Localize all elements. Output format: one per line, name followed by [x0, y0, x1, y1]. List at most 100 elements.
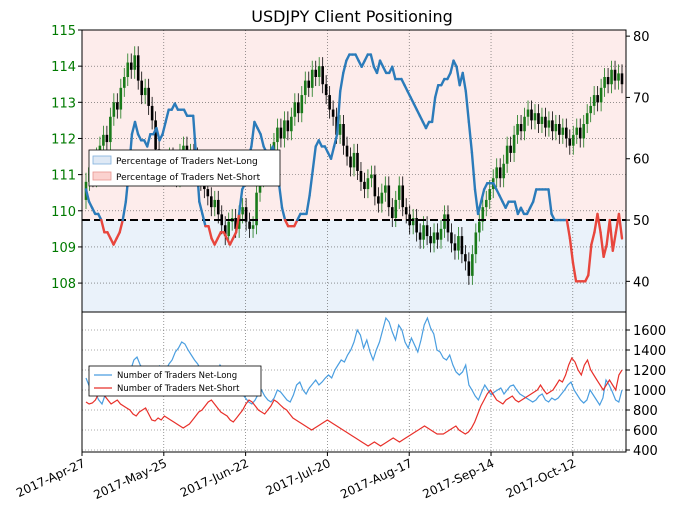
percent-tick-label: 70 [633, 91, 650, 106]
candle-body [474, 232, 478, 255]
candle-body [227, 221, 231, 237]
candle-body [571, 134, 575, 146]
candle-body [397, 185, 401, 200]
percent-net-long-series [84, 53, 624, 283]
date-tick-label: 2017-Aug-17 [338, 456, 414, 502]
pct-line-segment [277, 182, 284, 209]
candle-body [540, 116, 544, 124]
pct-line-segment [391, 65, 397, 81]
pct-line-segment [568, 237, 575, 265]
count-tick-label: 1000 [633, 384, 666, 399]
price-tick-label: 113 [51, 96, 76, 111]
pct-line-segment [476, 200, 483, 216]
candle-body [255, 192, 258, 226]
candle-body [119, 87, 123, 110]
net-long-swatch [92, 155, 112, 165]
candle-body [248, 221, 251, 229]
candle-body [547, 120, 551, 128]
candle-body [387, 185, 391, 208]
candle-body [279, 127, 283, 139]
candle-body [613, 69, 617, 81]
pct-line-segment [449, 59, 455, 75]
pct-line-segment [280, 206, 287, 222]
candle-body [241, 207, 244, 215]
candle-body [526, 109, 530, 117]
candle-body [209, 196, 213, 208]
candle-body [244, 207, 248, 222]
percent-tick-label: 80 [633, 30, 650, 45]
candle-body [283, 120, 286, 139]
pct-line-segment [467, 120, 474, 154]
candle-body [133, 55, 137, 70]
candle-body [592, 95, 596, 106]
candle-body [147, 87, 150, 106]
candle-body [314, 69, 318, 77]
pct-line-segment [84, 188, 91, 203]
pct-line-segment [473, 188, 480, 216]
pct-line-segment [587, 243, 593, 277]
candle-body [321, 66, 324, 85]
pct-line-segment [513, 200, 520, 216]
candle-body [512, 134, 516, 153]
candle-body [589, 105, 592, 114]
candle-body [359, 171, 363, 182]
candle-body [251, 225, 255, 229]
pct-line-segment [375, 59, 382, 75]
candle-body [297, 102, 300, 114]
candle-body [460, 236, 464, 255]
candle-body [370, 174, 373, 179]
pct-line-segment [121, 200, 128, 222]
candle-body [411, 218, 415, 226]
candle-body [401, 185, 405, 208]
pct-line-segment [164, 108, 170, 124]
candle-body [390, 207, 394, 218]
candle-body [432, 232, 436, 244]
candle-body [578, 127, 582, 139]
count-tick-label: 400 [633, 444, 658, 459]
candle-body [373, 174, 377, 197]
candle-body [477, 221, 481, 233]
candle-body [617, 73, 620, 81]
candle-body [122, 77, 126, 88]
price-tick-label: 112 [51, 132, 76, 147]
pct-line-segment [461, 71, 467, 93]
candle-body [488, 189, 492, 200]
count-tick-label: 800 [633, 404, 658, 419]
count-tick-label: 1600 [633, 324, 666, 339]
count-tick-label: 1400 [633, 344, 666, 359]
candle-body [286, 120, 290, 132]
candle-body [112, 102, 116, 117]
candle-body [338, 124, 342, 135]
candle-body [502, 163, 505, 179]
candle-body [136, 55, 140, 81]
count-axis-right: 400 600 800 1000 1200 1400 1600 [626, 324, 666, 459]
candle-body [290, 116, 293, 132]
candle-body [599, 87, 603, 103]
pct-line-segment [596, 212, 602, 234]
percent-tick-label: 40 [633, 275, 650, 290]
percent-tick-label: 60 [633, 153, 650, 168]
candle-body [352, 152, 356, 168]
date-tick-label: 2017-Jun-22 [178, 456, 251, 500]
pct-line-segment [133, 120, 140, 136]
candle-body [105, 134, 109, 143]
count-panel-frame [81, 311, 627, 453]
price-axis-left: 108 109 110 111 112 113 114 115 [51, 24, 82, 292]
candle-body [293, 102, 297, 117]
legend-box-bottom [88, 365, 262, 397]
candle-body [102, 134, 105, 146]
count-tick-label: 1200 [633, 364, 666, 379]
pct-line-segment [311, 145, 317, 173]
pct-line-segment [433, 83, 440, 99]
pct-line-segment [430, 96, 437, 124]
pct-line-segment [571, 261, 578, 283]
candlesticks [84, 46, 624, 285]
pct-line-segment [602, 243, 608, 259]
chart-title: USDJPY Client Positioning [251, 7, 453, 26]
candle-body [394, 199, 398, 218]
candle-body [620, 73, 624, 85]
date-tick-label: 2017-Jul-20 [264, 456, 333, 498]
candle-body [537, 113, 540, 124]
pct-line-segment [617, 212, 624, 240]
